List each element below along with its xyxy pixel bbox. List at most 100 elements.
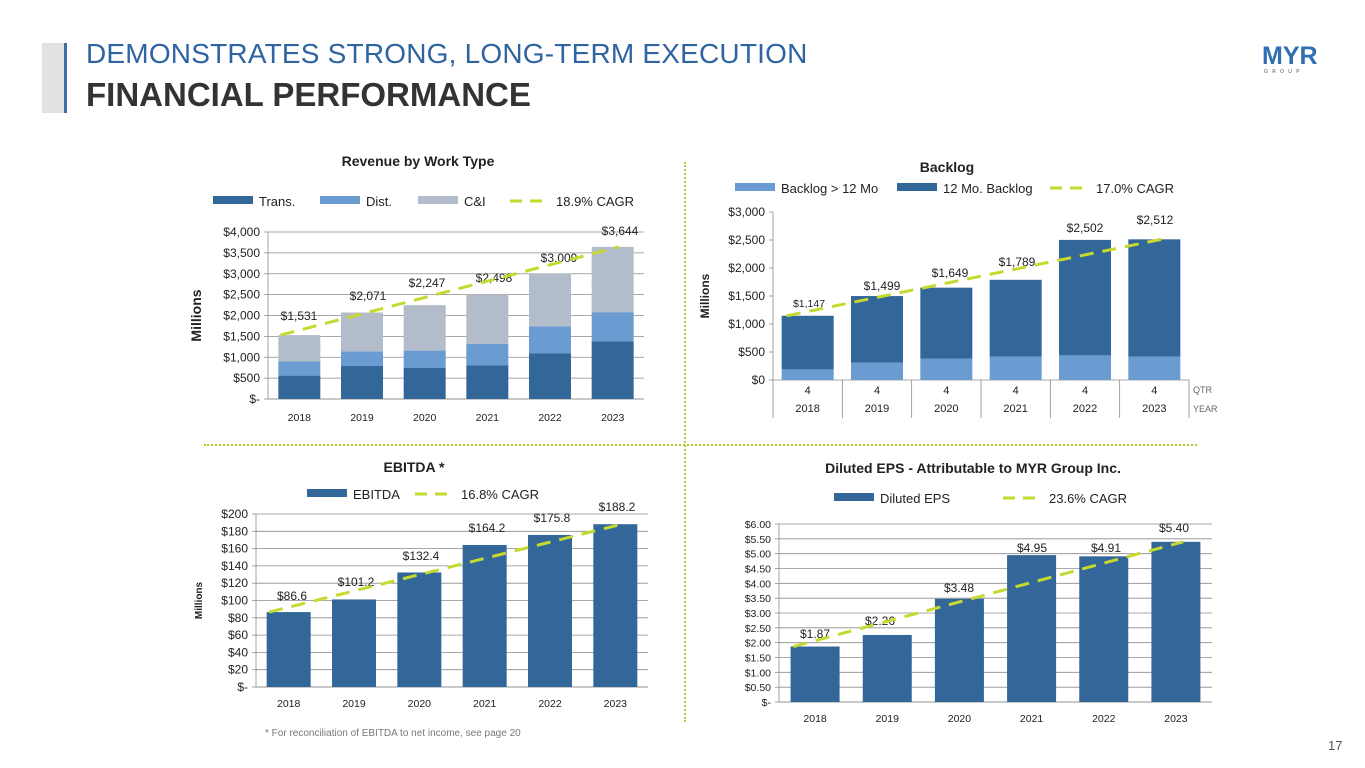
y-tick-label: $500 [738,345,765,359]
data-label: $1,499 [864,279,901,293]
bar-trans- [529,353,571,399]
data-label: $132.4 [403,549,440,563]
y-tick-label: $60 [228,628,248,642]
data-label: $2,247 [409,276,446,290]
bar-dist- [529,326,571,354]
data-label: $3,644 [602,224,639,238]
x-tick-label: 2018 [803,713,827,725]
y-axis-label: Millions [188,289,204,341]
y-tick-label: $100 [221,594,248,608]
horizontal-divider [204,444,1197,446]
y-axis-label: Millions [194,581,205,619]
page-number: 17 [1328,738,1343,753]
legend-swatch [735,183,775,191]
bar-12-mo-backlog [1128,239,1181,357]
chart-ebitda: EBITDA * Millions $- $20 $40 $60 $80 $100 $120 $1… [194,459,648,710]
year-label: 2021 [1003,403,1027,415]
data-label: $4.95 [1017,541,1047,555]
bar-trans- [341,366,383,399]
data-label: $3,009 [541,251,578,265]
bar-12-mo-backlog [851,296,903,363]
chart-revenue: Revenue by Work Type Millions $- $500 $1,000… [188,153,644,424]
y-tick-label: $1.50 [745,653,771,665]
y-tick-label: $3.00 [745,608,771,620]
legend-label: 12 Mo. Backlog [943,181,1033,196]
bar-trans- [591,341,634,399]
x-tick-label: 2019 [350,412,374,424]
bar-ebitda [266,612,311,687]
bar-dist- [278,361,321,376]
bar-c-i [341,312,383,352]
y-tick-label: $2.50 [745,623,771,635]
y-tick-label: $3.50 [745,593,771,605]
x-tick-label: 2023 [604,698,628,710]
legend-label: Trans. [259,194,295,209]
y-axis-label: Millions [698,273,712,318]
legend-label: EBITDA [353,487,400,502]
data-label: $1,649 [932,266,969,280]
legend-label: 18.9% CAGR [556,194,634,209]
bar-backlog-12-mo [920,358,973,380]
bar-backlog-12-mo [851,362,903,380]
legend-swatch [320,196,360,204]
y-tick-label: $2,000 [223,309,260,323]
logo-wordmark: MYR [1262,42,1318,70]
x-tick-label: 2022 [538,698,562,710]
header-accent-gray [42,43,64,113]
x-tick-label: 2021 [473,698,497,710]
bar-12-mo-backlog [920,287,973,359]
bar-backlog-12-mo [989,356,1042,380]
y-tick-label: $1,500 [728,289,765,303]
x-tick-label: 2020 [413,412,437,424]
bar-c-i [403,305,446,351]
data-label: $188.2 [599,500,636,514]
x-tick-label: 2018 [277,698,301,710]
page-title-line1: DEMONSTRATES STRONG, LONG-TERM EXECUTION [86,38,808,69]
y-tick-label: $1,500 [223,329,260,343]
quarter-label: 4 [1082,385,1088,397]
y-tick-label: $- [762,697,772,709]
x-tick-label: 2019 [342,698,366,710]
cagr-trend-line [280,245,620,337]
ebitda-footnote: * For reconciliation of EBITDA to net in… [265,728,521,739]
y-tick-label: $4,000 [223,225,260,239]
legend-label: Dist. [366,194,392,209]
y-tick-label: $160 [221,542,248,556]
data-label: $1,147 [793,298,825,310]
bar-dist- [403,350,446,368]
y-tick-label: $500 [233,371,260,385]
x-tick-label: 2020 [948,713,972,725]
legend-swatch [213,196,253,204]
bar-ebitda [332,599,376,687]
y-tick-label: $5.50 [745,534,771,546]
bar-diluted-eps [1079,556,1129,702]
bar-diluted-eps [862,634,912,702]
y-tick-label: $5.00 [745,549,771,561]
y-tick-label: $- [249,392,260,406]
y-tick-label: $1.00 [745,667,771,679]
data-label: $86.6 [277,589,307,603]
legend-label: 23.6% CAGR [1049,491,1127,506]
bar-backlog-12-mo [1059,355,1111,380]
x-tick-label: 2022 [538,412,562,424]
bar-12-mo-backlog [781,315,834,370]
cagr-trend-line [268,522,623,614]
y-tick-label: $80 [228,611,248,625]
y-tick-label: $40 [228,645,248,659]
y-tick-label: $3,000 [728,205,765,219]
bar-dist- [466,343,509,366]
axis-row-label-year: YEAR [1193,404,1218,414]
legend-label: Diluted EPS [880,491,950,506]
bar-dist- [591,312,634,342]
y-tick-label: $120 [221,576,248,590]
x-tick-label: 2018 [288,412,312,424]
y-tick-label: $- [237,680,248,694]
bar-c-i [529,273,571,327]
y-tick-label: $0.50 [745,682,771,694]
chart-title: Backlog [920,159,974,175]
year-label: 2022 [1073,403,1097,415]
y-tick-label: $4.00 [745,578,771,590]
data-label: $5.40 [1159,521,1189,535]
data-label: $4.91 [1091,541,1121,555]
